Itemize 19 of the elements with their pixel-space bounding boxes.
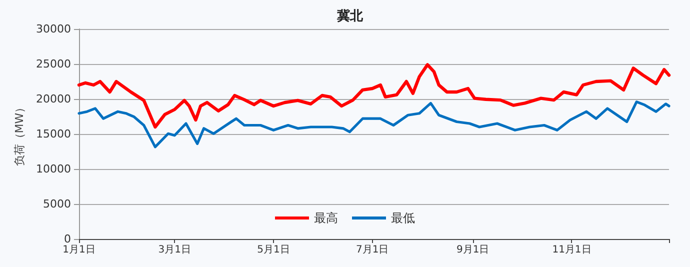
line-series bbox=[78, 100, 670, 148]
y-tick-label: 0 bbox=[64, 232, 71, 246]
y-axis-title: 负荷（MW） bbox=[13, 102, 26, 166]
y-tick-label: 10000 bbox=[36, 162, 71, 176]
y-tick-label: 25000 bbox=[36, 58, 71, 70]
y-tick-label: 30000 bbox=[36, 22, 71, 36]
line-series bbox=[77, 63, 671, 129]
x-tick-label: 3月1日 bbox=[158, 244, 191, 256]
chart-title: 冀北 bbox=[336, 8, 364, 24]
legend-label: 最低 bbox=[391, 211, 415, 225]
x-tick-label: 11月1日 bbox=[552, 244, 592, 256]
y-tick-label: 20000 bbox=[36, 92, 71, 106]
legend-label: 最高 bbox=[314, 211, 338, 225]
y-tick-label: 15000 bbox=[36, 128, 71, 140]
x-tick-label: 9月1日 bbox=[456, 244, 490, 256]
x-tick-label: 5月1日 bbox=[257, 244, 290, 256]
x-tick-label: 7月1日 bbox=[356, 244, 389, 256]
x-tick-label: 1月1日 bbox=[62, 244, 96, 256]
y-tick-label: 5000 bbox=[43, 198, 71, 210]
